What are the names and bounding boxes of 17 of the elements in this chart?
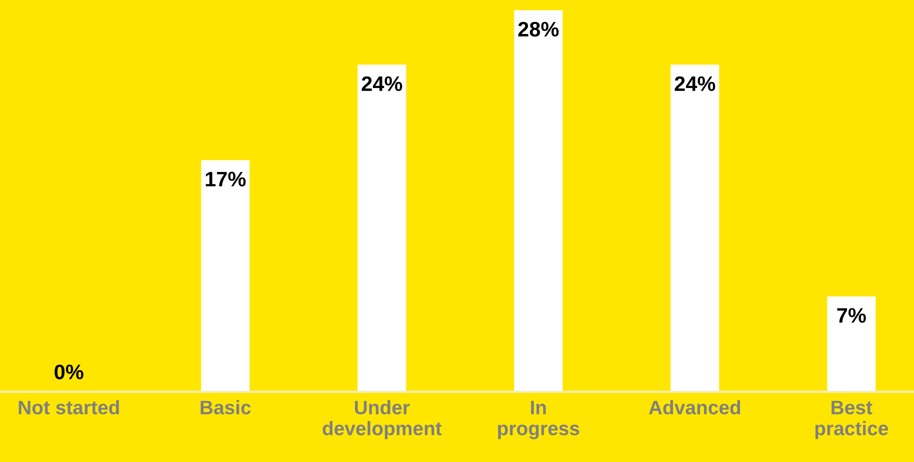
bar <box>827 296 876 392</box>
bar <box>670 64 720 392</box>
x-tick-label: Best practice <box>815 400 888 440</box>
data-label: 17% <box>206 172 246 186</box>
bar <box>514 10 563 392</box>
x-tick-label: Basic <box>200 400 251 414</box>
bar <box>358 64 406 392</box>
data-label: 24% <box>674 76 716 92</box>
bar <box>201 160 250 392</box>
data-label: 0% <box>54 364 84 380</box>
x-tick-label: Not started <box>18 400 119 414</box>
data-label: 7% <box>837 308 866 323</box>
x-tick-label: Advanced <box>648 400 740 414</box>
data-label: 28% <box>518 22 559 37</box>
x-tick-label: Under development <box>322 400 442 440</box>
x-tick-label: In progress <box>498 400 580 440</box>
data-label: 24% <box>362 76 402 92</box>
